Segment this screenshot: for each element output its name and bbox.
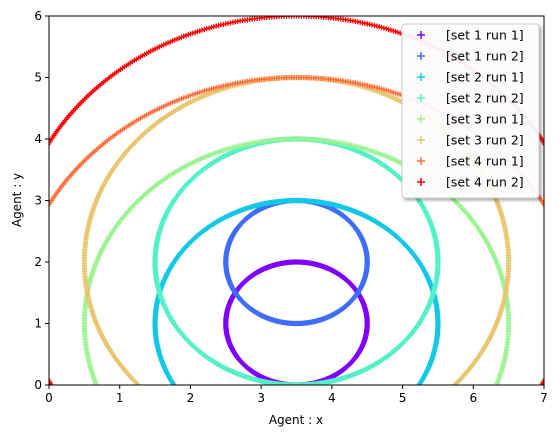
legend-label: [set 1 run 1] (446, 28, 524, 43)
legend-marker (417, 52, 425, 60)
x-tick-label: 3 (257, 391, 265, 405)
y-axis-label: Agent : y (10, 173, 24, 227)
x-axis-label: Agent : x (269, 413, 323, 427)
y-tick-label: 0 (34, 378, 42, 392)
legend-label: [set 3 run 1] (446, 112, 524, 127)
legend-label: [set 1 run 2] (446, 49, 524, 64)
x-tick-label: 1 (116, 391, 124, 405)
series-markers (81, 136, 512, 385)
legend-marker (417, 31, 425, 39)
x-tick-label: 2 (187, 391, 195, 405)
series-3 (152, 197, 441, 385)
legend-marker (417, 73, 425, 81)
y-tick-label: 6 (34, 9, 42, 23)
series-markers (152, 197, 441, 385)
legend: [set 1 run 1] [set 1 run 2] [set 2 run 1] [… (401, 23, 540, 199)
y-tick-label: 1 (34, 317, 42, 331)
legend-label: [set 3 run 2] (446, 133, 524, 148)
legend-marker (417, 178, 425, 186)
y-tick-label: 4 (34, 132, 42, 146)
legend-label: [set 4 run 1] (446, 154, 524, 169)
y-tick-label: 2 (34, 255, 42, 269)
legend-marker (417, 94, 425, 102)
x-tick-label: 6 (469, 391, 477, 405)
series-5 (81, 136, 512, 385)
x-tick-label: 7 (540, 391, 548, 405)
legend-frame (401, 23, 540, 199)
x-tick-label: 4 (328, 391, 336, 405)
y-axis: 0 1 2 3 4 5 6 (34, 9, 49, 392)
x-tick-label: 0 (45, 391, 53, 405)
legend-marker (417, 157, 425, 165)
legend-marker (417, 115, 425, 123)
legend-label: [set 2 run 1] (446, 70, 524, 85)
x-tick-label: 5 (399, 391, 407, 405)
legend-marker (417, 136, 425, 144)
x-axis: 0 1 2 3 4 5 6 7 (45, 385, 548, 405)
y-tick-label: 5 (34, 71, 42, 85)
y-tick-label: 3 (34, 194, 42, 208)
legend-label: [set 2 run 2] (446, 91, 524, 106)
legend-label: [set 4 run 2] (446, 175, 524, 190)
